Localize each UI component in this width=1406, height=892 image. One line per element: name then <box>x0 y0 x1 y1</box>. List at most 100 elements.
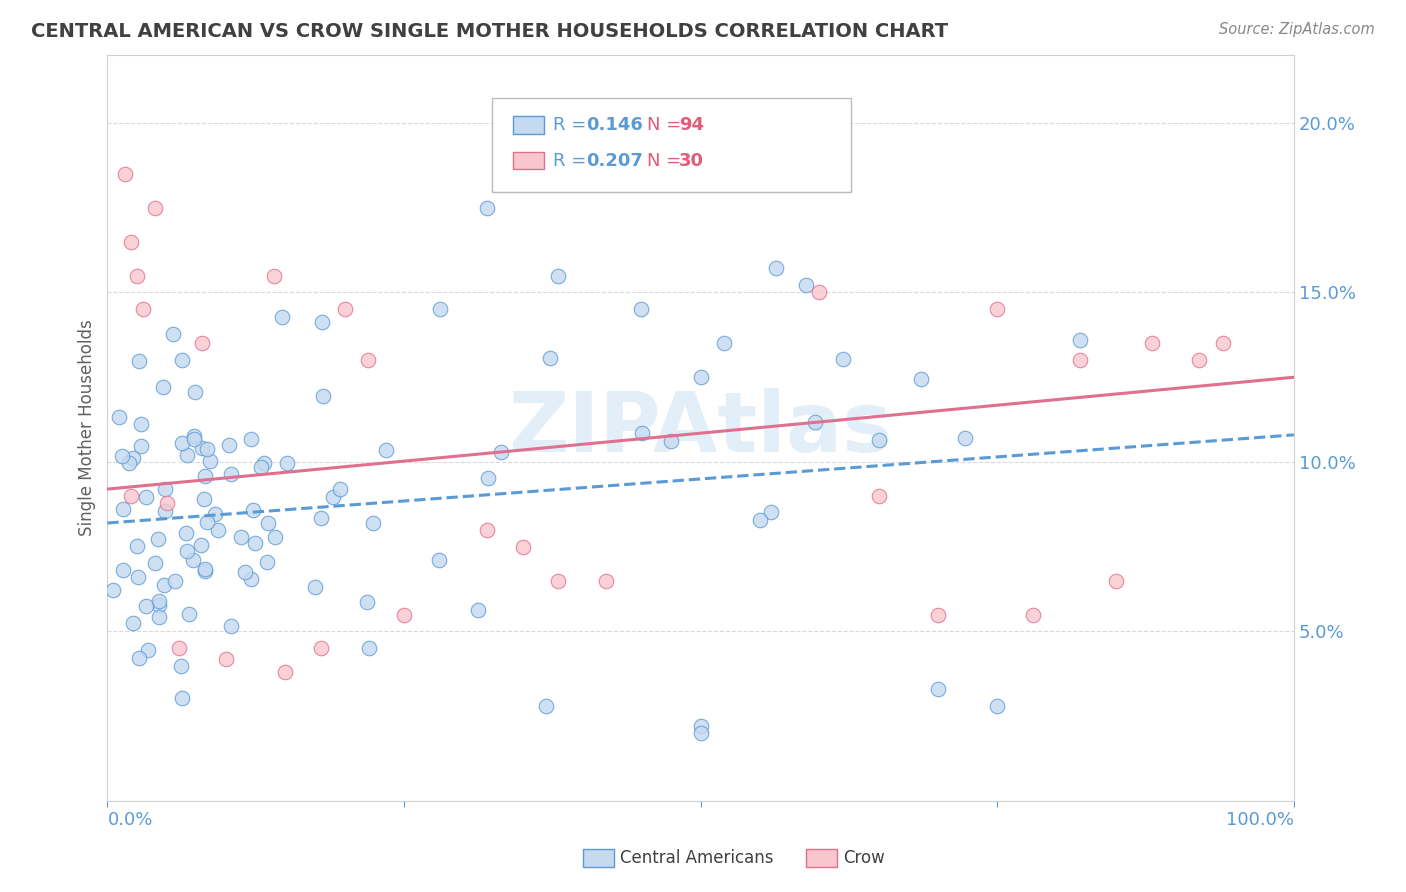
Point <box>808 285 831 300</box>
Point <box>427 553 450 567</box>
Point <box>127 570 149 584</box>
Point <box>131 417 153 432</box>
Point <box>152 380 174 394</box>
Point <box>194 564 217 578</box>
Point <box>253 455 276 469</box>
Point <box>146 532 169 546</box>
Point <box>194 469 217 483</box>
Point <box>356 594 378 608</box>
Point <box>111 501 134 516</box>
Point <box>512 540 534 554</box>
Point <box>204 507 226 521</box>
Point <box>309 641 332 656</box>
Point <box>270 310 292 325</box>
Point <box>103 582 125 597</box>
Point <box>172 353 194 368</box>
Point <box>219 618 242 632</box>
Point <box>311 511 333 525</box>
Point <box>148 594 170 608</box>
Point <box>174 525 197 540</box>
Point <box>122 450 145 465</box>
Point <box>477 471 499 485</box>
Point <box>322 490 344 504</box>
Point <box>804 415 827 429</box>
Point <box>955 431 977 445</box>
Point <box>689 719 711 733</box>
Point <box>172 436 194 450</box>
Point <box>153 504 176 518</box>
Point <box>986 302 1008 317</box>
Point <box>170 659 193 673</box>
Point <box>429 302 451 317</box>
Text: Source: ZipAtlas.com: Source: ZipAtlas.com <box>1219 22 1375 37</box>
Point <box>195 442 218 457</box>
Point <box>1069 353 1091 368</box>
Point <box>162 326 184 341</box>
Point <box>361 516 384 531</box>
Point <box>120 489 142 503</box>
Point <box>1140 336 1163 351</box>
Point <box>207 523 229 537</box>
Point <box>256 516 278 530</box>
Point <box>114 167 136 181</box>
Text: Central Americans: Central Americans <box>620 849 773 867</box>
Point <box>194 562 217 576</box>
Point <box>489 445 512 459</box>
Point <box>868 433 890 447</box>
Point <box>475 523 498 537</box>
Text: 100.0%: 100.0% <box>1226 811 1294 829</box>
Point <box>183 429 205 443</box>
Point <box>221 467 243 481</box>
Point <box>263 268 285 283</box>
Text: 94: 94 <box>679 116 704 134</box>
Point <box>135 599 157 613</box>
Point <box>111 450 134 464</box>
Point <box>713 336 735 351</box>
Point <box>274 665 297 680</box>
Point <box>167 641 190 656</box>
Point <box>630 302 652 317</box>
Point <box>193 491 215 506</box>
Point <box>250 460 273 475</box>
Text: 0.146: 0.146 <box>586 116 643 134</box>
Point <box>536 699 558 714</box>
Point <box>177 607 200 622</box>
Point <box>153 578 176 592</box>
Point <box>927 607 949 622</box>
Point <box>156 496 179 510</box>
Point <box>749 513 772 527</box>
Text: N =: N = <box>647 152 686 169</box>
Text: Crow: Crow <box>844 849 886 867</box>
Point <box>197 515 219 529</box>
Point <box>184 385 207 400</box>
Point <box>239 433 262 447</box>
Text: R =: R = <box>553 116 592 134</box>
Text: 0.0%: 0.0% <box>107 811 153 829</box>
Point <box>765 260 787 275</box>
Point <box>467 603 489 617</box>
Point <box>176 448 198 462</box>
Point <box>1212 336 1234 351</box>
Point <box>1105 574 1128 588</box>
Point <box>128 650 150 665</box>
Text: CENTRAL AMERICAN VS CROW SINGLE MOTHER HOUSEHOLDS CORRELATION CHART: CENTRAL AMERICAN VS CROW SINGLE MOTHER H… <box>31 22 948 41</box>
Point <box>135 490 157 504</box>
Point <box>233 565 256 579</box>
Point <box>547 574 569 588</box>
Point <box>759 505 782 519</box>
Point <box>868 489 890 503</box>
Point <box>547 268 569 283</box>
Point <box>333 302 356 317</box>
Point <box>357 353 380 368</box>
Point <box>143 201 166 215</box>
Point <box>191 442 214 456</box>
Point <box>659 434 682 449</box>
Point <box>129 439 152 453</box>
Point <box>143 556 166 570</box>
Point <box>128 354 150 368</box>
Point <box>122 616 145 631</box>
Point <box>181 552 204 566</box>
Point <box>148 599 170 613</box>
Point <box>927 682 949 697</box>
Point <box>111 563 134 577</box>
